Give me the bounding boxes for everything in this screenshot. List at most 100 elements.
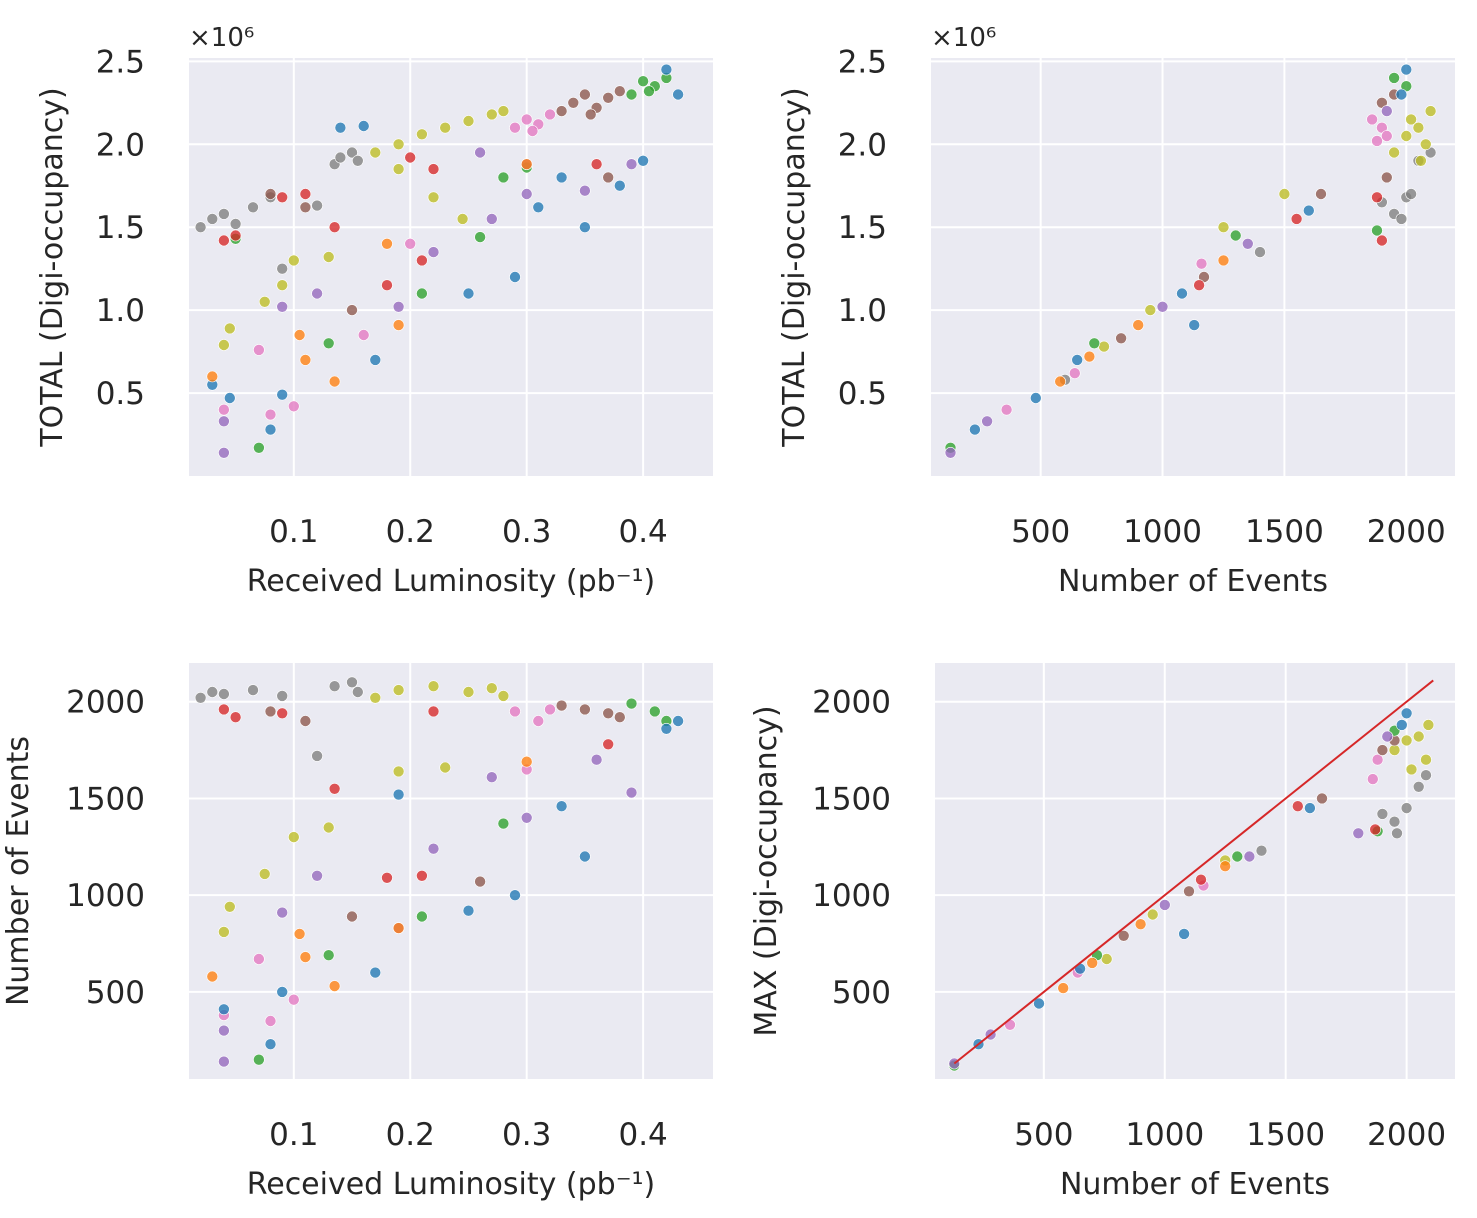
y-tick-label: 1.0 [96,293,145,329]
scatter-point [462,115,475,127]
scatter-point [264,1015,277,1027]
scatter-point [532,201,545,214]
scatter-point [224,322,236,335]
scatter-point [229,711,242,724]
scatter-point [322,949,335,962]
scatter-point [404,151,417,164]
scatter-point [1376,744,1389,756]
y-axis-label: TOTAL (Digi-occupancy) [35,87,70,447]
scatter-point [328,221,341,233]
scatter-point [1396,719,1408,731]
scatter-point [427,842,440,855]
scatter-point [1242,238,1254,250]
x-tick-label: 2000 [1367,1117,1446,1153]
scatter-point [264,705,277,718]
scatter-point [1400,802,1413,814]
scatter-point [264,188,277,200]
scatter-point [1195,257,1208,270]
scatter-point [346,910,358,923]
scatter-point [1117,929,1130,942]
x-tick-label: 0.2 [386,514,435,550]
scatter-point [1405,113,1417,126]
scatter-point [253,953,265,965]
scatter-point [567,97,580,109]
scatter-point [299,715,312,727]
scatter-point [602,171,615,184]
scatter-point [485,108,498,121]
scatter-point [328,680,341,693]
scatter-point [590,753,603,766]
scatter-point [625,786,638,799]
scatter-point [1405,188,1417,200]
scatter-point [322,251,335,263]
scatter-point [485,213,498,225]
scatter-point [602,707,615,720]
scatter-point [944,446,957,459]
scatter-point [392,138,405,151]
scatter-point [1371,224,1383,237]
y-tick-label: 2000 [812,685,891,721]
scatter-point [602,738,615,751]
scatter-point [1371,191,1383,204]
scatter-point [416,869,428,882]
scatter-point [637,75,649,87]
scatter-point [1352,827,1365,840]
scatter-point [485,771,498,784]
scatter-point [1388,146,1400,159]
scatter-point [392,684,405,696]
scatter-point [218,926,230,938]
y-tick-label: 2.5 [96,44,145,80]
scatter-point [218,1024,230,1037]
scatter-point [660,722,673,735]
scatter-point [334,121,347,134]
scatter-point [253,344,265,356]
x-tick-label: 0.4 [618,514,667,550]
scatter-point [625,697,638,710]
scatter-point [346,676,358,689]
scatter-point [328,782,341,795]
scatter-point [1000,403,1013,416]
y-tick-label: 1500 [66,781,145,817]
scatter-point [1304,802,1316,814]
scatter-point [1229,229,1242,242]
scatter-point [322,337,335,350]
scatter-point [1395,213,1408,225]
y-tick-label: 1.5 [838,210,887,246]
scatter-point [462,287,475,300]
scatter-point [1412,780,1425,793]
scatter-point [555,105,568,117]
scatter-point [224,392,236,404]
scatter-point [229,218,242,230]
x-tick-label: 0.1 [269,514,318,550]
scatter-point [427,246,440,258]
plot-area [189,58,713,476]
scatter-point [1415,155,1427,167]
scatter-point [299,951,312,963]
scatter-point [456,213,469,225]
scatter-point [969,423,981,436]
scatter-point [416,287,428,300]
scatter-point [276,690,289,702]
scatter-point [258,868,271,880]
scatter-point [1115,332,1127,345]
scatter-points [194,676,684,1068]
scatter-point [1367,773,1379,785]
scatter-point [206,213,219,225]
scatter-point [311,287,323,300]
fit-line [953,679,1434,1065]
scatter-point [1376,808,1389,820]
scatter-point [497,171,510,184]
scatter-point [334,151,347,164]
scatter-point [1391,827,1403,840]
scatter-point [381,279,393,292]
y-tick-label: 0.5 [838,376,887,412]
x-tick-label: 0.3 [502,1117,551,1153]
subplot-1: 0.1 0.2 0.3 0.4 0.5 1.0 1.5 2.0 2.5 Received Lumi… [35,23,713,599]
scatter-point [1132,319,1144,331]
scatter-point [287,400,300,413]
scatter-point [206,970,219,983]
scatter-point [218,415,230,428]
x-tick-label: 0.1 [269,1117,318,1153]
scatter-point [427,705,440,718]
